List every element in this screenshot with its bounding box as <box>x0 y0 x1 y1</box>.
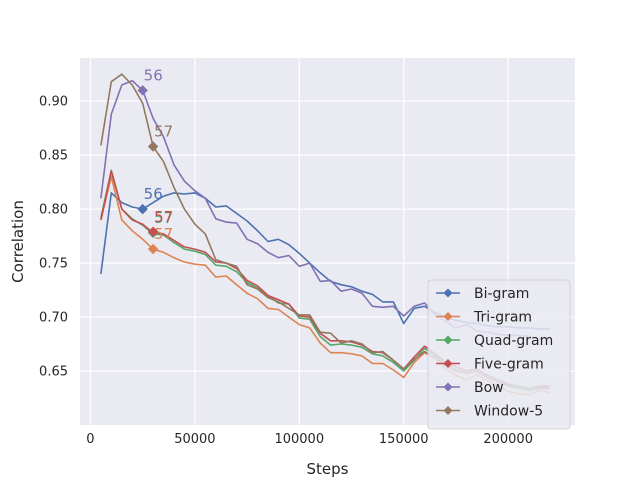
y-axis-label: Correlation <box>9 200 27 283</box>
x-axis-label: Steps <box>307 460 349 478</box>
legend: Bi-gram Tri-gram Quad-gram Five-gram Bow Wind… <box>427 279 571 430</box>
x-tick-label: 200000 <box>483 432 533 447</box>
y-tick-label: 0.80 <box>39 203 68 218</box>
legend-label: Bow <box>474 380 504 396</box>
legend-label: Quad-gram <box>474 333 553 349</box>
legend-label: Five-gram <box>474 357 544 373</box>
x-tick-label: 150000 <box>379 432 429 447</box>
tick-labels: 0 50000 100000 150000 200000 0.65 0.70 0.75 0.80… <box>39 95 533 447</box>
y-tick-label: 0.75 <box>39 257 68 272</box>
y-tick-label: 0.70 <box>39 311 68 326</box>
series-marker-label: 57 <box>154 123 173 141</box>
y-tick-label: 0.65 <box>39 365 68 380</box>
legend-marker <box>443 335 453 345</box>
series-marker-point <box>147 243 159 255</box>
legend-label: Tri-gram <box>473 310 532 326</box>
series-marker-label: 56 <box>144 185 163 203</box>
y-tick-label: 0.85 <box>39 149 68 164</box>
series-marker-label: 57 <box>154 209 173 227</box>
series-marker-label: 57 <box>154 208 173 226</box>
series-marker-point <box>137 203 148 215</box>
x-tick-label: 50000 <box>174 432 215 447</box>
y-tick-label: 0.90 <box>39 95 68 110</box>
series-marker-point <box>147 141 159 152</box>
series-marker-point <box>137 85 148 96</box>
x-tick-label: 100000 <box>274 432 324 447</box>
legend-marker <box>443 288 453 298</box>
legend-marker <box>443 382 453 392</box>
legend-marker <box>443 406 453 415</box>
legend-label: Bi-gram <box>474 286 529 302</box>
legend-marker <box>443 359 453 368</box>
grid-lines <box>80 58 575 425</box>
legend-marker <box>443 312 453 321</box>
x-tick-label: 0 <box>86 432 94 447</box>
series-marker-label: 56 <box>144 66 163 84</box>
legend-label: Window-5 <box>474 404 543 420</box>
series-marker-label: 57 <box>154 225 173 243</box>
legend-box <box>427 279 571 430</box>
series-marker-point <box>147 226 159 237</box>
